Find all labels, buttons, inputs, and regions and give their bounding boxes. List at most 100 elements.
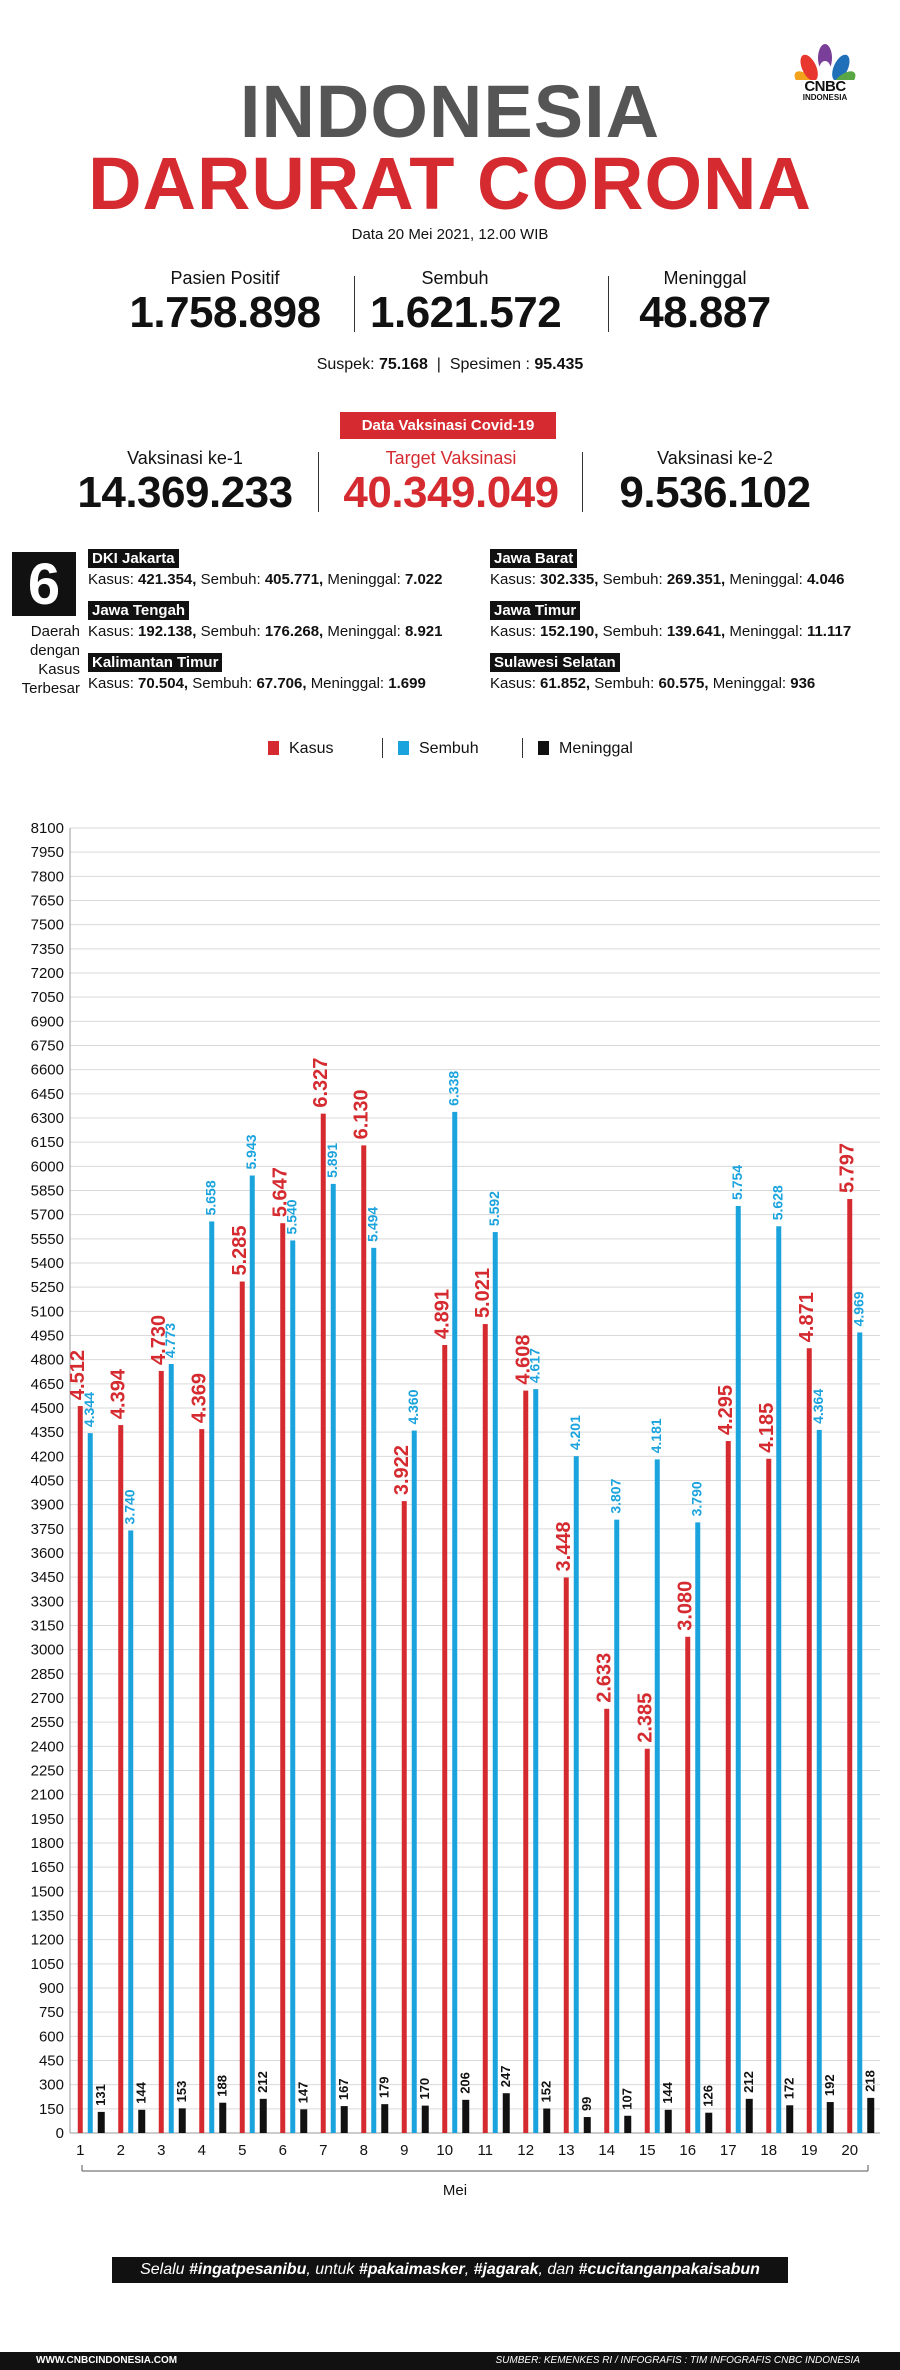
bar-kasus — [199, 1429, 205, 2133]
data-label: 3.740 — [122, 1489, 138, 1524]
label: Kasus: — [88, 623, 134, 640]
bar-kasus — [685, 1636, 691, 2133]
data-label: 5.592 — [486, 1191, 502, 1226]
bar-sembuh — [330, 1183, 336, 2133]
data-label: 170 — [417, 2078, 432, 2100]
data-label: 5.658 — [203, 1180, 219, 1215]
spesimen-label: Spesimen : — [449, 356, 530, 373]
y-tick-label: 3150 — [31, 1618, 64, 1635]
meninggal-value: 7.022 — [404, 571, 443, 588]
bar-kasus — [482, 1324, 488, 2133]
data-label: 2.633 — [594, 1653, 616, 1703]
y-tick-label: 7650 — [31, 893, 64, 910]
stat-label: Sembuh — [421, 268, 489, 288]
label: Kasus: — [490, 571, 536, 588]
kasus-value: 61.852, — [540, 675, 591, 692]
data-label: 212 — [741, 2071, 756, 2093]
data-label: 107 — [620, 2088, 635, 2110]
bar-meninggal — [259, 2098, 267, 2133]
label: Meninggal: — [712, 675, 787, 692]
label: Sembuh: — [602, 623, 663, 640]
y-tick-label: 6600 — [31, 1062, 64, 1079]
x-axis-label: Mei — [443, 2182, 467, 2199]
region-dki-jakarta: DKI Jakarta Kasus: 421.354, Sembuh: 405.… — [88, 549, 442, 589]
data-label: 152 — [539, 2081, 554, 2103]
bar-kasus — [77, 1406, 83, 2133]
legend-sembuh: Sembuh — [398, 740, 479, 758]
data-label: 5.021 — [472, 1268, 494, 1318]
y-tick-label: 150 — [39, 2101, 64, 2118]
divider — [318, 452, 319, 512]
data-label: 5.754 — [729, 1165, 745, 1200]
bar-sembuh — [573, 1456, 579, 2133]
data-label: 4.181 — [648, 1418, 664, 1453]
slogan-text: , dan — [538, 2261, 579, 2278]
legend-kasus: Kasus — [268, 740, 333, 758]
kasus-value: 70.504, — [138, 675, 189, 692]
y-tick-label: 4050 — [31, 1473, 64, 1490]
y-tick-label: 2700 — [31, 1690, 64, 1707]
region-jawa-tengah: Jawa Tengah Kasus: 192.138, Sembuh: 176.… — [88, 601, 442, 641]
data-label: 4.608 — [513, 1335, 535, 1385]
stat-value: 14.369.233 — [77, 468, 293, 517]
data-label: 5.494 — [365, 1207, 381, 1242]
data-label: 247 — [498, 2066, 513, 2088]
legend-label: Meninggal — [559, 740, 633, 757]
bar-kasus — [766, 1458, 772, 2133]
kasus-value: 302.335, — [540, 571, 599, 588]
stat-label: Meninggal — [663, 268, 747, 288]
bar-meninggal — [300, 2109, 308, 2133]
bar-meninggal — [664, 2109, 672, 2133]
data-label: 179 — [377, 2076, 392, 2098]
caption-line: Daerah — [30, 623, 80, 640]
bar-kasus — [725, 1441, 731, 2133]
bar-kasus — [118, 1425, 124, 2133]
cnbc-logo: CNBC INDONESIA — [790, 40, 860, 102]
region-jawa-barat: Jawa Barat Kasus: 302.335, Sembuh: 269.3… — [490, 549, 844, 589]
meninggal-value: 1.699 — [388, 675, 426, 692]
data-label: 4.969 — [851, 1291, 867, 1326]
legend-swatch — [398, 741, 409, 755]
label: Meninggal: — [327, 623, 401, 640]
y-tick-label: 4200 — [31, 1448, 64, 1465]
bar-sembuh — [411, 1430, 417, 2133]
caption-line: Kasus — [38, 661, 80, 678]
bar-meninggal — [178, 2108, 186, 2133]
bar-sembuh — [533, 1389, 539, 2133]
bar-sembuh — [735, 1205, 741, 2133]
x-tick-label: 18 — [760, 2142, 777, 2159]
data-label: 4.617 — [527, 1348, 543, 1383]
data-label: 4.295 — [715, 1385, 737, 1435]
sembuh-value: 60.575, — [658, 675, 709, 692]
bar-sembuh — [209, 1221, 215, 2133]
data-date: Data 20 Mei 2021, 12.00 WIB — [351, 226, 549, 243]
data-label: 3.790 — [689, 1481, 705, 1516]
vaccine-dose-2: Vaksinasi ke-2 9.536.102 — [590, 448, 840, 517]
y-tick-label: 6450 — [31, 1086, 64, 1103]
data-label: 4.394 — [108, 1368, 130, 1419]
x-tick-label: 4 — [198, 2142, 206, 2159]
y-tick-label: 7950 — [31, 844, 64, 861]
bar-kasus — [442, 1345, 448, 2133]
stat-label: Target Vaksinasi — [385, 448, 517, 468]
y-tick-label: 1950 — [31, 1811, 64, 1828]
label: Meninggal: — [729, 571, 803, 588]
y-tick-label: 4500 — [31, 1400, 64, 1417]
bar-kasus — [847, 1199, 853, 2133]
sembuh-value: 405.771, — [264, 571, 324, 588]
x-tick-label: 10 — [436, 2142, 453, 2159]
meninggal-value: 936 — [790, 675, 816, 692]
slogan-text: , — [464, 2261, 474, 2278]
bar-sembuh — [249, 1175, 255, 2133]
data-label: 3.922 — [391, 1445, 413, 1495]
data-label: 4.891 — [432, 1289, 454, 1339]
footer-website: WWW.CNBCINDONESIA.COM — [36, 2355, 178, 2366]
meninggal-value: 4.046 — [806, 571, 845, 588]
bar-kasus — [604, 1708, 610, 2133]
x-tick-label: 5 — [238, 2142, 246, 2159]
hashtag: #pakaimasker — [358, 2261, 465, 2278]
footer-source: SUMBER: KEMENKES RI / INFOGRAFIS : TIM I… — [495, 2355, 860, 2366]
suspek-line: Suspek: 75.168 | Spesimen : 95.435 — [316, 356, 584, 373]
y-tick-label: 4800 — [31, 1352, 64, 1369]
data-label: 4.364 — [810, 1389, 826, 1424]
